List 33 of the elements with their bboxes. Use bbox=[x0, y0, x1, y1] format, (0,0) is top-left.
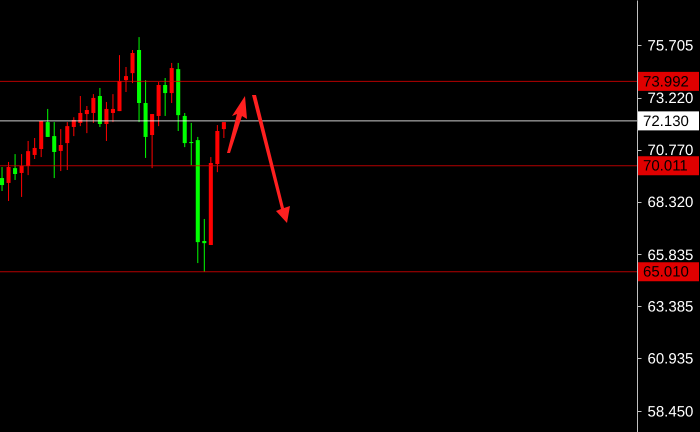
candlestick bbox=[202, 218, 206, 272]
candlestick bbox=[104, 101, 108, 142]
candlestick bbox=[13, 154, 18, 180]
candlestick bbox=[163, 78, 168, 116]
y-tick-label: 60.935 bbox=[648, 350, 694, 368]
candlestick bbox=[84, 105, 89, 134]
candlestick bbox=[6, 161, 11, 202]
y-tick-label: 73.220 bbox=[648, 90, 694, 108]
candlestick bbox=[52, 122, 56, 179]
candlestick bbox=[65, 122, 70, 170]
candlestick bbox=[189, 122, 194, 166]
y-tick-label: 65.835 bbox=[648, 246, 694, 264]
y-tick-label: 68.320 bbox=[648, 194, 694, 212]
ref-line-label: 72.130 bbox=[643, 112, 689, 130]
candlestick bbox=[32, 137, 37, 160]
ref-line-label: 65.010 bbox=[643, 264, 689, 281]
candlestick bbox=[124, 66, 128, 92]
candlestick bbox=[91, 94, 96, 124]
candlestick bbox=[110, 94, 115, 123]
candlestick bbox=[58, 128, 63, 172]
y-tick-label: 70.770 bbox=[648, 142, 694, 160]
candlestick bbox=[26, 140, 30, 176]
candlestick bbox=[20, 154, 24, 198]
y-tick-label: 63.385 bbox=[648, 298, 694, 316]
ref-line-label: 70.011 bbox=[643, 158, 688, 175]
ref-line-label: 73.992 bbox=[643, 73, 689, 90]
candlestick bbox=[150, 114, 154, 169]
y-tick-label: 75.705 bbox=[648, 38, 694, 55]
y-tick-label: 58.450 bbox=[648, 403, 694, 420]
candlestick bbox=[222, 122, 226, 138]
candlestick bbox=[130, 50, 135, 84]
candlestick bbox=[0, 166, 4, 192]
candlestick bbox=[46, 108, 50, 138]
